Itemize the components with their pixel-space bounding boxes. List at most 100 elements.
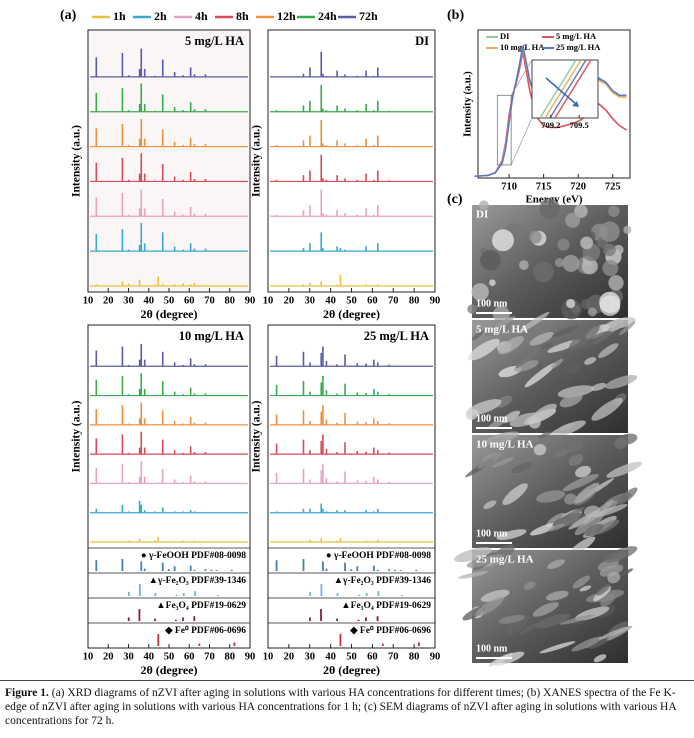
sem-texture — [594, 519, 620, 535]
sem-texture — [484, 321, 513, 337]
sem-texture — [548, 523, 565, 532]
legend-label: 8h — [236, 9, 249, 23]
sem-texture — [594, 503, 628, 518]
x-tick-label: 70 — [204, 295, 215, 306]
x-tick-label: 20 — [284, 295, 295, 306]
y-axis-label: Intensity (a.u.) — [251, 125, 263, 197]
inset-connector — [510, 59, 533, 96]
ref-label: ▲γ-Fe₂O₃ PDF#39-1346 — [149, 576, 247, 586]
panel-label: (a) — [60, 8, 77, 23]
sem-texture — [533, 443, 547, 456]
sem-texture — [591, 397, 623, 421]
panel-title: DI — [415, 34, 429, 48]
sem-texture — [519, 477, 551, 497]
ref-label: ● γ-FeOOH PDF#08-0098 — [141, 551, 246, 561]
sem-label: DI — [476, 209, 488, 221]
sem-texture — [492, 306, 510, 323]
sem-texture — [536, 490, 566, 503]
sem-texture — [580, 236, 594, 250]
x-tick-label: 40 — [325, 295, 336, 306]
legend-label: 4h — [195, 9, 208, 23]
x-axis-label: 2θ (degree) — [323, 307, 380, 321]
sem-texture — [488, 420, 504, 429]
sem-texture — [545, 590, 569, 601]
sem-texture — [564, 362, 581, 374]
sem-texture — [519, 260, 529, 270]
sem-texture — [606, 461, 643, 478]
x-tick-label: 50 — [164, 295, 175, 306]
panel-label: (b) — [447, 8, 464, 23]
caption-label: Figure 1. — [5, 687, 49, 699]
sem-texture — [551, 325, 579, 338]
legend-label: 1h — [113, 9, 126, 23]
legend-label: 2h — [154, 9, 167, 23]
x-tick-label: 20 — [103, 651, 114, 662]
sem-texture — [513, 360, 539, 372]
sem-texture — [564, 493, 577, 505]
sem-texture — [584, 523, 604, 537]
x-axis-label: 2θ (degree) — [323, 663, 380, 677]
sem-texture — [557, 385, 594, 398]
sem-texture — [518, 311, 550, 333]
x-tick-label: 90 — [430, 295, 441, 306]
panel-title: 25 mg/L HA — [364, 329, 429, 343]
sem-texture — [566, 298, 576, 309]
plot-frame — [267, 324, 436, 649]
y-axis-label: Intensity (a.u.) — [251, 400, 263, 472]
x-tick-label: 60 — [367, 651, 378, 662]
inset-connector — [510, 117, 533, 166]
sem-texture — [480, 249, 501, 271]
sem-texture — [539, 198, 561, 220]
sem-texture — [480, 589, 510, 602]
x-tick-label: 80 — [225, 295, 236, 306]
sem-texture — [496, 529, 527, 541]
ref-label: ● γ-FeOOH PDF#08-0098 — [326, 551, 431, 561]
sem-label: 5 mg/L HA — [476, 324, 528, 336]
x-tick-label: 90 — [430, 651, 441, 662]
sem-texture — [532, 602, 559, 617]
inset-curve — [549, 59, 587, 119]
sem-texture — [490, 316, 515, 331]
sem-texture — [471, 283, 489, 301]
panel-title: 10 mg/L HA — [179, 329, 244, 343]
sem-texture — [571, 636, 603, 652]
sem-texture — [466, 554, 504, 568]
sem-texture — [614, 437, 628, 450]
x-tick-label: 70 — [204, 651, 215, 662]
ref-label: ▲Fe₃O₄ PDF#19-0629 — [341, 601, 431, 611]
inset-tick-label: 709.5 — [570, 120, 589, 130]
sem-texture — [574, 204, 588, 218]
ref-label: ▲Fe₃O₄ PDF#19-0629 — [156, 601, 246, 611]
sem-texture — [477, 451, 504, 469]
x-tick-label: 30 — [305, 651, 316, 662]
sem-texture — [553, 449, 569, 458]
x-tick-label: 10 — [83, 651, 94, 662]
sem-texture — [559, 393, 583, 408]
sem-texture — [565, 212, 581, 228]
caption-rule — [0, 680, 694, 681]
y-axis-label: Intensity (a.u.) — [462, 71, 473, 137]
sem-texture — [604, 374, 638, 389]
sem-texture — [618, 321, 636, 336]
sem-texture — [492, 229, 514, 252]
inset-curve — [544, 59, 582, 119]
sem-texture — [530, 522, 559, 536]
sem-texture — [538, 431, 552, 439]
sem-texture — [550, 358, 564, 369]
sem-texture — [501, 410, 521, 424]
x-tick-label: 40 — [325, 651, 336, 662]
sem-texture — [498, 614, 525, 624]
x-tick-label: 20 — [284, 651, 295, 662]
x-tick-label: 710 — [501, 181, 517, 192]
sem-texture — [598, 343, 619, 359]
inset-curve — [554, 59, 592, 119]
x-tick-label: 90 — [245, 295, 256, 306]
sem-texture — [524, 362, 557, 388]
sem-texture — [534, 613, 571, 629]
sem-texture — [533, 403, 557, 419]
sem-texture — [467, 304, 477, 314]
x-tick-label: 30 — [305, 295, 316, 306]
sem-texture — [491, 457, 515, 468]
sem-texture — [591, 382, 607, 391]
